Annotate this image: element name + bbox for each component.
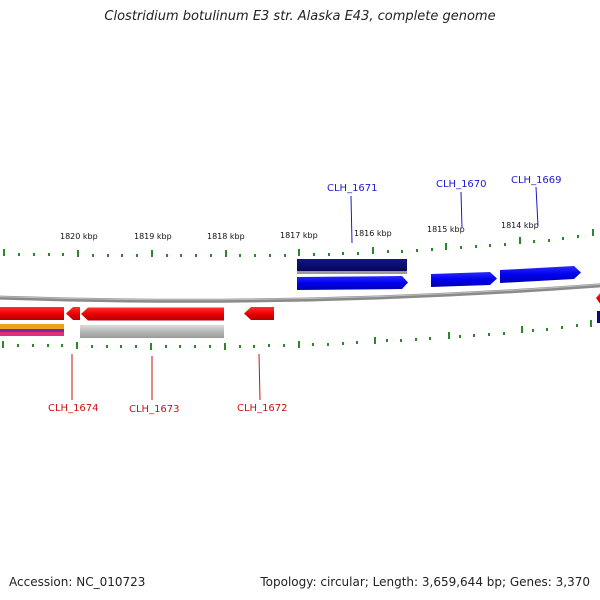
gene-label-clh-1671[interactable]: CLH_1671	[327, 183, 378, 194]
cds-feature-grey[interactable]	[80, 325, 224, 338]
map-title: Clostridium botulinum E3 str. Alaska E43…	[104, 9, 496, 24]
gene-arrow-clh-1671[interactable]	[297, 276, 408, 290]
genome-backbone	[0, 283, 600, 303]
scale-label-1817: 1817 kbp	[280, 231, 318, 240]
bottom-gene-labels: CLH_1674 CLH_1673 CLH_1672	[48, 353, 288, 415]
gene-arrow-clh-1672[interactable]	[244, 307, 274, 320]
accession-label: Accession: NC_010723	[9, 575, 146, 589]
gene-label-clh-1669[interactable]: CLH_1669	[511, 175, 562, 186]
scale-label-1816: 1816 kbp	[354, 229, 392, 238]
reverse-strand-features	[0, 292, 600, 338]
forward-strand-features	[297, 259, 581, 290]
scale-label-1815: 1815 kbp	[427, 225, 465, 234]
gene-arrow-clh-1670[interactable]	[431, 272, 497, 287]
gene-label-clh-1672[interactable]: CLH_1672	[237, 403, 288, 414]
gene-arrow-clh-1669[interactable]	[500, 266, 581, 283]
gene-arrow-edge-right[interactable]	[596, 292, 600, 305]
inner-tick-ring	[2, 320, 592, 350]
top-gene-labels: CLH_1671 CLH_1670 CLH_1669	[327, 175, 562, 244]
cds-feature-dark[interactable]	[297, 259, 407, 271]
gene-arrow-small[interactable]	[66, 307, 80, 320]
gene-arrow-clh-1674[interactable]	[0, 307, 64, 320]
scale-label-1814: 1814 kbp	[501, 221, 539, 230]
scale-label-1818: 1818 kbp	[207, 232, 245, 241]
gene-arrow-clh-1673[interactable]	[81, 307, 224, 321]
gene-label-clh-1674[interactable]: CLH_1674	[48, 403, 99, 414]
scale-label-1819: 1819 kbp	[134, 232, 172, 241]
genome-summary: Topology: circular; Length: 3,659,644 bp…	[260, 575, 590, 589]
outer-tick-ring	[3, 229, 594, 257]
scale-label-1820: 1820 kbp	[60, 232, 98, 241]
gene-label-clh-1673[interactable]: CLH_1673	[129, 404, 180, 415]
gene-label-clh-1670[interactable]: CLH_1670	[436, 179, 487, 190]
